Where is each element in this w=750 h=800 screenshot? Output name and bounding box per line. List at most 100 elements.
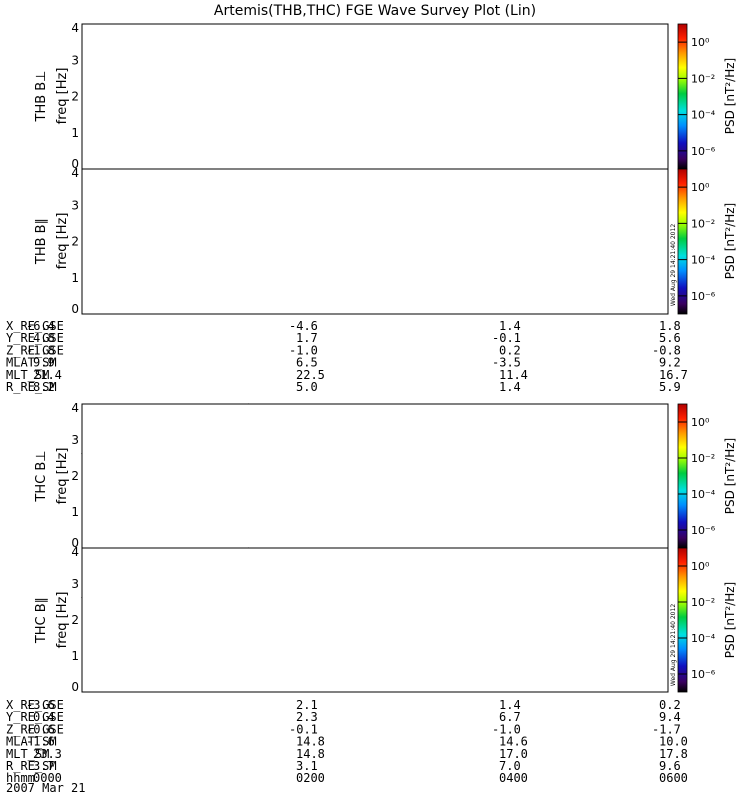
thb-bpar-colorbar-label: PSD [nT²/Hz]: [723, 203, 737, 279]
ephemeris-value: 2.3: [296, 710, 318, 724]
y-tick-label: 4: [71, 21, 79, 35]
ephemeris-value: 5.9: [659, 380, 681, 394]
thb-bpar-yunit: freq [Hz]: [55, 213, 70, 270]
ephemeris-label: Z_RE_GSE: [6, 343, 64, 357]
colorbar-tick-label: 10⁻⁶: [691, 290, 716, 303]
colorbar-tick-label: 10⁰: [691, 416, 710, 429]
ephemeris-value: 0.2: [659, 698, 681, 712]
ephemeris-value: 1.4: [499, 698, 521, 712]
ephemeris-label: MLT_SM: [6, 368, 49, 382]
ephemeris-value: -0.8: [652, 343, 681, 357]
thc-bperp-frame: [81, 403, 669, 549]
ephemeris-value: 2.1: [296, 698, 318, 712]
y-tick-label: 2: [71, 90, 79, 104]
thb-bperp-label: THB B⊥: [34, 70, 49, 122]
y-tick-label: 3: [71, 198, 79, 212]
colorbar-tick-label: 10⁻²: [691, 452, 715, 465]
ephemeris-value: 9.2: [659, 356, 681, 370]
plot-date: 2007 Mar 21: [6, 781, 85, 795]
thc-colorbars: PSD [nT²/Hz] PSD [nT²/Hz] 10⁰ 10⁻² 10⁻⁴ 10⁻…: [677, 403, 737, 693]
ephemeris-value: 4.8: [33, 331, 55, 345]
colorbar-tick-label: 10⁻⁴: [691, 109, 716, 122]
y-tick-label: 2: [71, 469, 79, 483]
ephemeris-value: -1.0: [289, 343, 318, 357]
plot-title: Artemis(THB,THC) FGE Wave Survey Plot (L…: [214, 3, 536, 19]
ephemeris-value: 10.0: [659, 735, 688, 749]
colorbar-tick-label: 10⁰: [691, 181, 710, 194]
colorbar-tick-label: 10⁻⁶: [691, 145, 716, 158]
y-tick-label: 4: [71, 166, 79, 180]
ephemeris-label: X_RE_GSE: [6, 698, 64, 712]
thc-bperp-panel: 0 1 2 3 4: [71, 401, 669, 550]
ephemeris-value: 9.6: [659, 759, 681, 773]
ephemeris-label: Z_RE_GSE: [6, 722, 64, 736]
thb-bperp-frame: [81, 23, 669, 170]
ephemeris-value: 14.6: [499, 735, 528, 749]
ephemeris-value: -0.1: [289, 722, 318, 736]
y-tick-label: 4: [71, 401, 79, 415]
ephemeris-value: -1.8: [26, 343, 55, 357]
y-tick-label: 3: [71, 53, 79, 67]
thc-bperp-label: THC B⊥: [34, 450, 49, 502]
ephemeris-label: X_RE_GSE: [6, 319, 64, 333]
colorbar-tick-label: 10⁻⁴: [691, 488, 716, 501]
thb-colorbars: PSD [nT²/Hz] PSD [nT²/Hz] 10⁰ 10⁻² 10⁻⁴ 10⁻…: [677, 23, 737, 315]
ephemeris-value: -0.6: [26, 722, 55, 736]
colorbar-tick-label: 10⁻²: [691, 72, 715, 85]
thb-bpar-frame: [81, 168, 669, 315]
ephemeris-value: 3.1: [296, 759, 318, 773]
ephemeris-value: 9.9: [33, 356, 55, 370]
ephemeris-label: MLAT_SM: [6, 735, 57, 749]
y-tick-label: 2: [71, 235, 79, 249]
y-tick-label: 0: [71, 302, 79, 316]
ephemeris-value: 22.5: [296, 368, 325, 382]
ephemeris-value: 1.7: [296, 331, 318, 345]
thc-bpar-yunit: freq [Hz]: [55, 592, 70, 649]
ephemeris-label: hhmm: [6, 771, 35, 785]
ephemeris-value: -3.6: [26, 698, 55, 712]
y-tick-label: 1: [71, 126, 79, 140]
ephemeris-value: 21.4: [33, 368, 62, 382]
thc-bpar-colorbar-label: PSD [nT²/Hz]: [723, 582, 737, 658]
ephemeris-value: 17.8: [659, 747, 688, 761]
y-tick-label: 2: [71, 613, 79, 627]
colorbar-tick-label: 10⁻⁴: [691, 632, 716, 645]
thb-bperp-panel: 0 1 2 3 4: [71, 21, 669, 171]
thc-bperp-colorbar: [677, 403, 688, 549]
colorbar-tick-label: 10⁰: [691, 560, 710, 573]
y-tick-label: 4: [71, 545, 79, 559]
ephemeris-label: Y_RE_GSE: [6, 710, 64, 724]
ephemeris-value: 23.3: [33, 747, 62, 761]
ephemeris-value: -0.1: [492, 331, 521, 345]
ephemeris-label: Y_RE_GSE: [6, 331, 64, 345]
y-tick-label: 3: [71, 433, 79, 447]
colorbar-tick-label: 10⁻⁴: [691, 254, 716, 267]
ephemeris-value: 1.4: [499, 380, 521, 394]
ephemeris-value: 0200: [296, 771, 325, 785]
thc-version-stamp: Wed Aug 29 14:21:40 2012: [670, 604, 677, 686]
ephemeris-value: 6.7: [499, 710, 521, 724]
y-tick-label: 0: [71, 157, 79, 171]
ephemeris-value: 11.4: [499, 368, 528, 382]
colorbar-tick-label: 10⁻²: [691, 596, 715, 609]
ephemeris-value: 7.0: [499, 759, 521, 773]
ephemeris-value: 1.8: [659, 319, 681, 333]
ephemeris-value: 14.8: [296, 735, 325, 749]
colorbar-tick-label: 10⁻⁶: [691, 524, 716, 537]
ephemeris-label: R_RE_SM: [6, 380, 57, 394]
thc-bperp-colorbar-label: PSD [nT²/Hz]: [723, 438, 737, 514]
ephemeris-value: 0.4: [33, 710, 55, 724]
thb-section: 0 1 2 3 4 0 1 2 3 4 THB B⊥ freq [Hz] THB B∥ freq…: [6, 21, 737, 394]
ephemeris-value: -1.7: [652, 722, 681, 736]
ephemeris-value: 0400: [499, 771, 528, 785]
thb-bperp-colorbar-label: PSD [nT²/Hz]: [723, 58, 737, 134]
thb-bperp-yunit: freq [Hz]: [55, 68, 70, 125]
ephemeris-value: 16.7: [659, 368, 688, 382]
ephemeris-value: 5.0: [296, 380, 318, 394]
ephemeris-value: 17.0: [499, 747, 528, 761]
thb-version-stamp: Wed Aug 29 14:21:40 2012: [670, 224, 677, 306]
ephemeris-value: 8.2: [33, 380, 55, 394]
